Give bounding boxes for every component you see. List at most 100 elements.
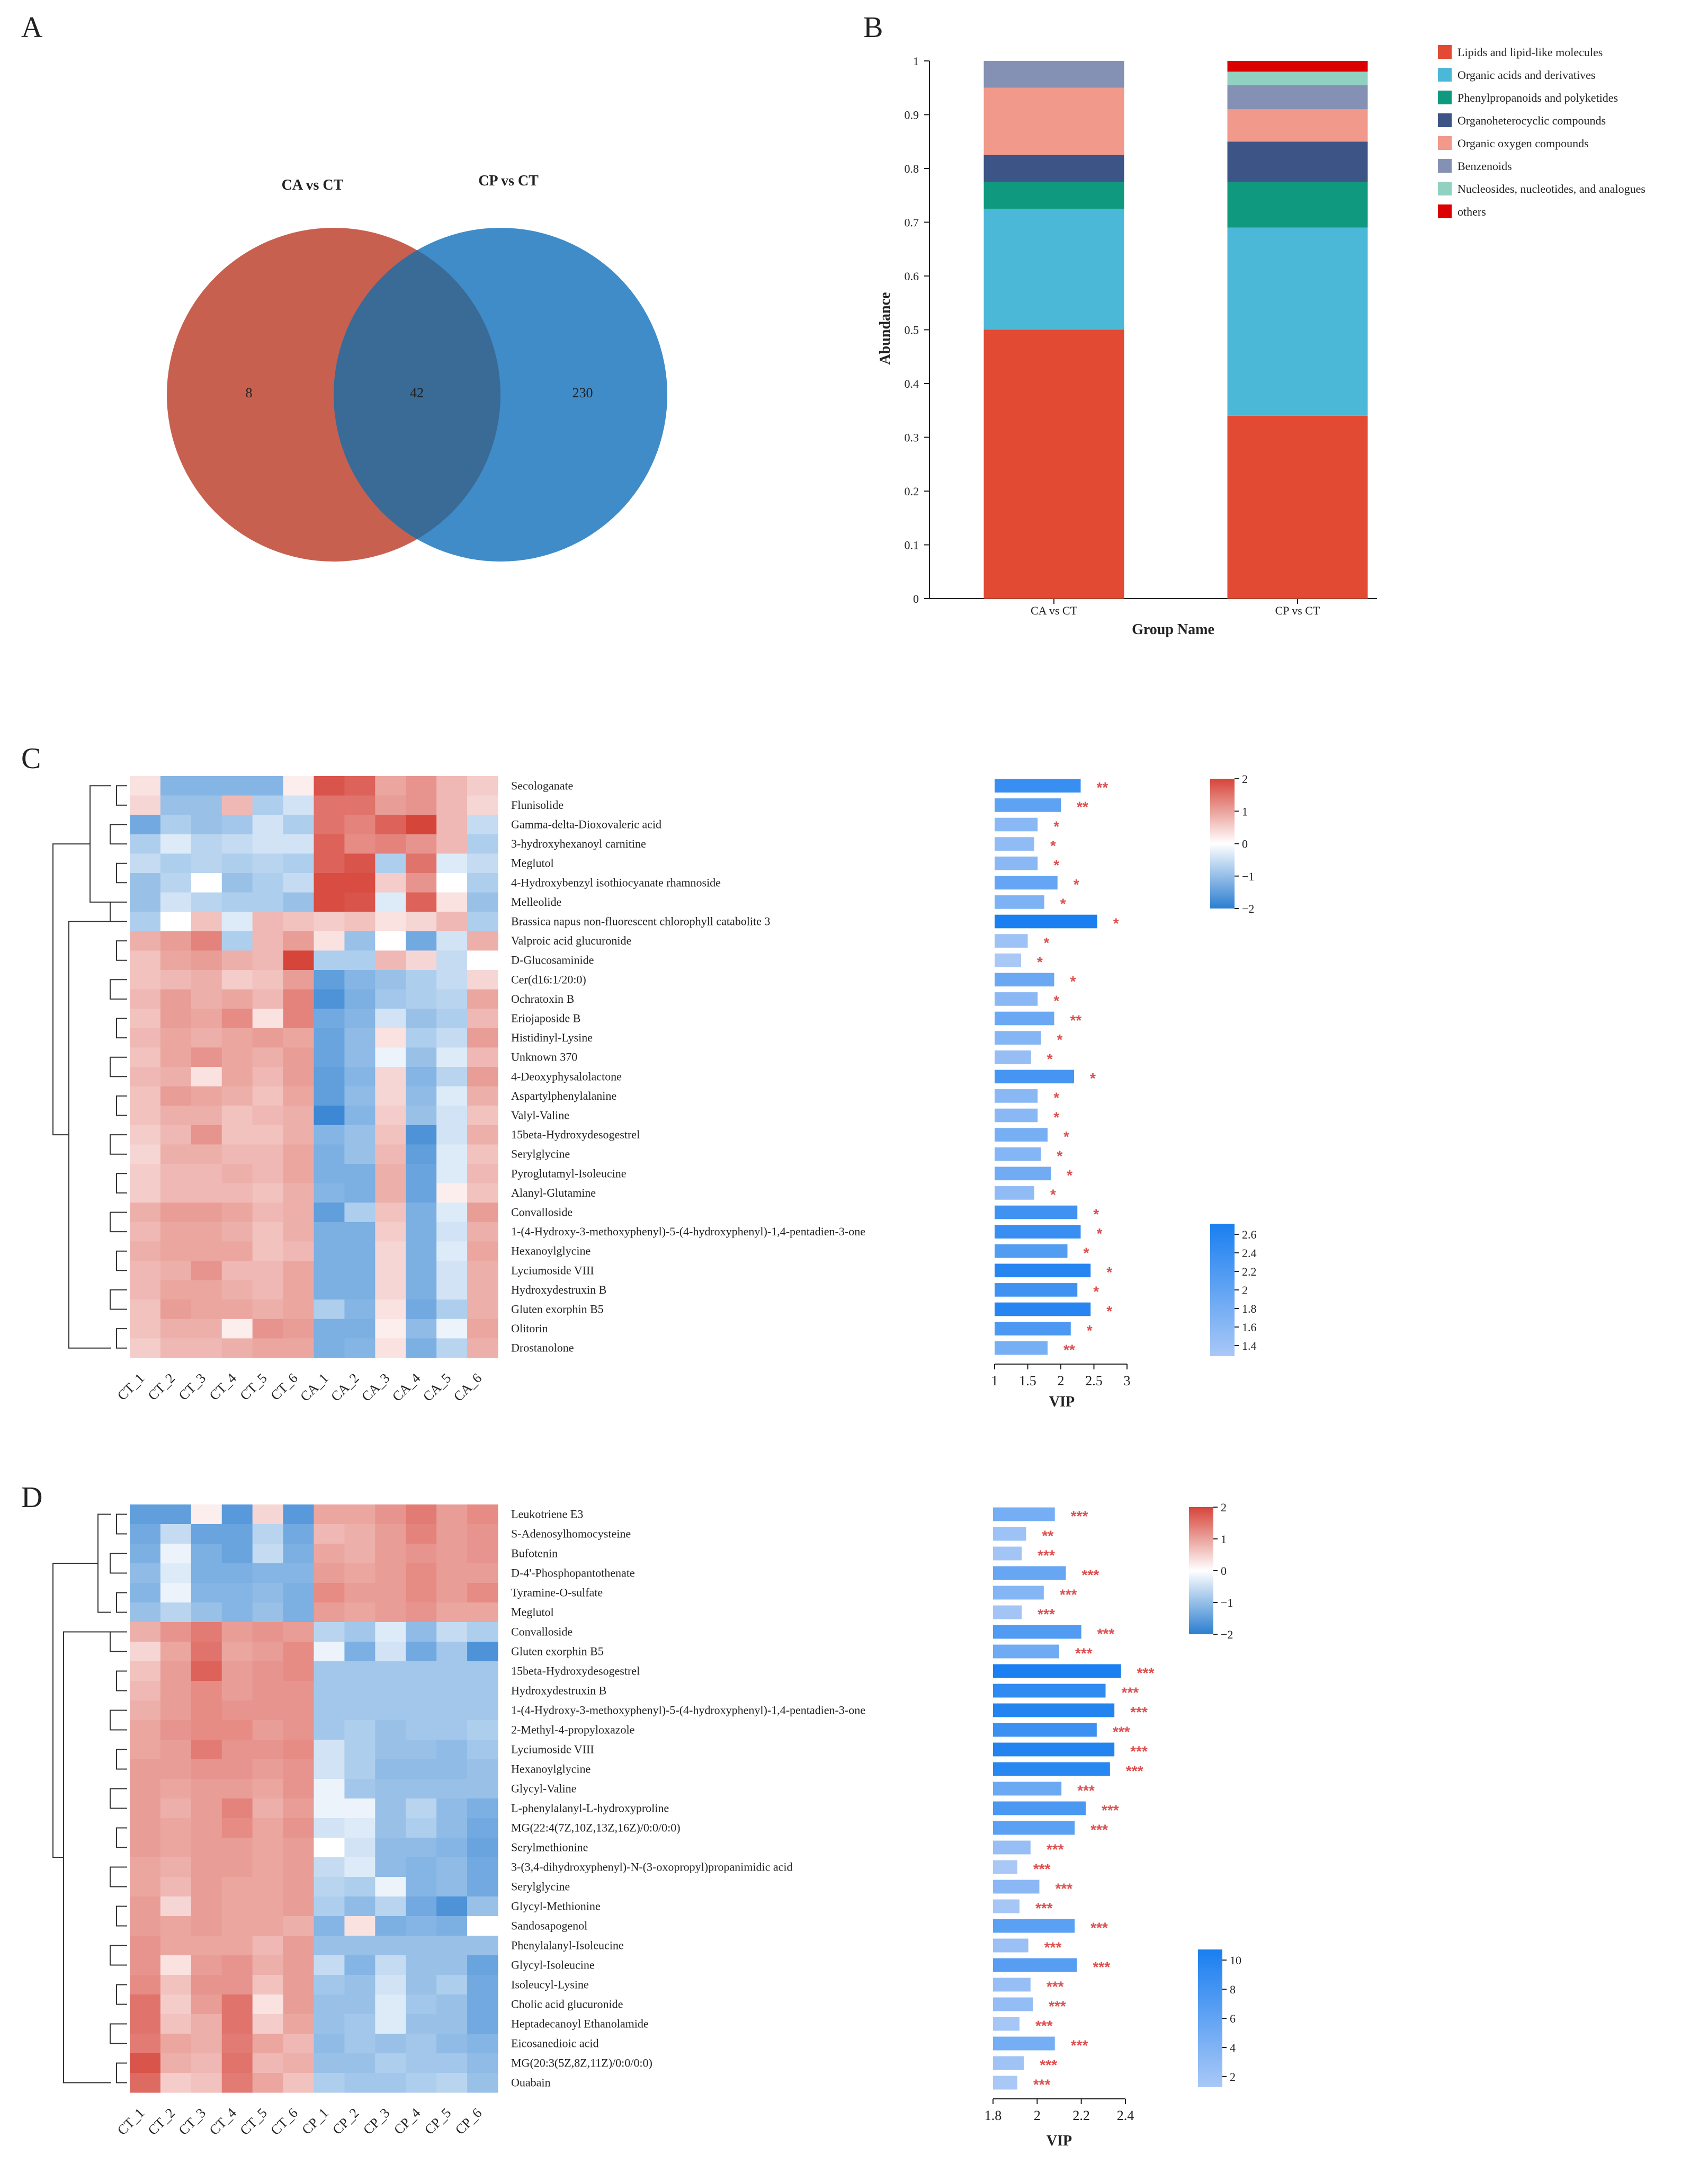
significance-marker: *** <box>1038 1606 1055 1622</box>
heatmap-cell <box>221 1622 253 1642</box>
heatmap-cell <box>252 1955 284 1975</box>
heatmap-cell <box>314 1125 345 1145</box>
significance-marker: * <box>1087 1322 1093 1339</box>
heatmap-cell <box>221 795 253 815</box>
heatmap-cell <box>467 970 498 990</box>
row-label: Meglutol <box>511 1606 554 1619</box>
heatmap-cell <box>283 1144 314 1164</box>
dendrogram-branch <box>116 1592 127 1613</box>
heatmap-cell <box>283 1798 314 1819</box>
row-label: Phenylalanyl-Isoleucine <box>511 1939 624 1952</box>
heatmap-cell <box>191 1700 222 1721</box>
heatmap-cell <box>252 1838 284 1858</box>
vip-bar <box>995 1186 1034 1200</box>
heatmap-cell <box>314 1642 345 1662</box>
heatmap-cell <box>160 912 192 932</box>
bar-segment <box>983 182 1124 209</box>
heatmap-cell <box>406 1261 437 1281</box>
heatmap-cell <box>314 1524 345 1544</box>
vip-scale-label: 2 <box>1242 1284 1248 1297</box>
heatmap-cell <box>406 1028 437 1048</box>
heatmap-cell <box>436 912 468 932</box>
color-scale-label: 1 <box>1221 1533 1227 1546</box>
heatmap-cell <box>191 1144 222 1164</box>
row-label: Brassica napus non-fluorescent chlorophy… <box>511 915 770 928</box>
heatmap-cell <box>467 950 498 970</box>
significance-marker: * <box>1060 896 1066 912</box>
heatmap-cell <box>191 1681 222 1701</box>
heatmap-cell <box>406 1661 437 1681</box>
vip-scale-label: 2.4 <box>1242 1246 1257 1260</box>
row-labels: Leukotriene E3 S-Adenosylhomocysteine Bufo… <box>511 1508 865 2089</box>
heatmap-cell <box>221 2073 253 2093</box>
row-label: Serylglycine <box>511 1147 570 1161</box>
row-label: Drostanolone <box>511 1341 574 1355</box>
heatmap-cell <box>344 1916 375 1936</box>
heatmap-cell <box>191 931 222 951</box>
row-label: Serylglycine <box>511 1880 570 1893</box>
heatmap-cell <box>191 970 222 990</box>
heatmap-cell <box>283 853 314 874</box>
heatmap-cell <box>375 1563 406 1583</box>
heatmap-cell <box>467 1222 498 1242</box>
heatmap-cell <box>191 1203 222 1223</box>
heatmap-cell <box>314 1009 345 1029</box>
heatmap-cell <box>283 1338 314 1358</box>
heatmap-cell <box>467 1642 498 1662</box>
heatmap-cell <box>406 1838 437 1858</box>
column-label: CP_1 <box>299 2105 331 2138</box>
dendrogram-branch <box>116 1513 127 1535</box>
heatmap-cell <box>130 2014 161 2034</box>
dendrogram-branch <box>110 1553 127 1574</box>
heatmap-cell <box>191 1047 222 1067</box>
heatmap-cell <box>160 1818 192 1838</box>
heatmap-cell <box>283 1936 314 1956</box>
heatmap-cell <box>283 1916 314 1936</box>
column-labels: CT_1CT_2CT_3CT_4CT_5CT_6CA_1CA_2CA_3CA_4… <box>114 1370 485 1404</box>
heatmap-cell <box>160 1241 192 1261</box>
heatmap-cell <box>160 1936 192 1956</box>
heatmap-cell <box>252 1028 284 1048</box>
heatmap-cell <box>160 1681 192 1701</box>
heatmap-cell <box>375 1299 406 1320</box>
heatmap-cell <box>344 1280 375 1300</box>
heatmap-cell <box>436 1067 468 1087</box>
vip-bar <box>995 1108 1038 1123</box>
heatmap-cell <box>130 1338 161 1358</box>
heatmap-cell <box>191 1857 222 1877</box>
dendrogram-branch <box>116 1018 127 1039</box>
heatmap-cell <box>130 1798 161 1819</box>
heatmap-cell <box>221 1700 253 1721</box>
heatmap-cell <box>406 1241 437 1261</box>
significance-marker: *** <box>1071 2037 1088 2053</box>
heatmap-cell <box>375 2073 406 2093</box>
heatmap-cell <box>314 1086 345 1106</box>
heatmap-cell <box>436 1740 468 1760</box>
vip-bar <box>995 953 1021 967</box>
heatmap-cell <box>406 1602 437 1623</box>
heatmap-cell <box>130 1955 161 1975</box>
heatmap-cell <box>467 1583 498 1603</box>
heatmap-cell <box>221 1047 253 1067</box>
vip-tick-label: 1.8 <box>985 2108 1002 2123</box>
heatmap-cell <box>467 1261 498 1281</box>
heatmap-cell <box>221 970 253 990</box>
y-tick-label: 0.9 <box>905 109 919 122</box>
heatmap-cell <box>191 1009 222 1029</box>
heatmap-cell <box>191 1602 222 1623</box>
legend-label: Lipids and lipid-like molecules <box>1457 46 1603 59</box>
heatmap-cell <box>283 1700 314 1721</box>
heatmap-cell <box>221 1642 253 1662</box>
heatmap-cell <box>191 1936 222 1956</box>
row-dendrogram <box>52 1513 127 2083</box>
heatmap-cell <box>283 1544 314 1564</box>
heatmap-cell <box>160 1838 192 1858</box>
heatmap-cell <box>252 912 284 932</box>
heatmap-cell <box>314 1818 345 1838</box>
heatmap-cell <box>406 815 437 835</box>
heatmap-cell <box>130 1563 161 1583</box>
heatmap-cell <box>130 1720 161 1740</box>
heatmap-cell <box>221 1067 253 1087</box>
heatmap-cell <box>375 1183 406 1203</box>
heatmap-cell <box>406 834 437 854</box>
